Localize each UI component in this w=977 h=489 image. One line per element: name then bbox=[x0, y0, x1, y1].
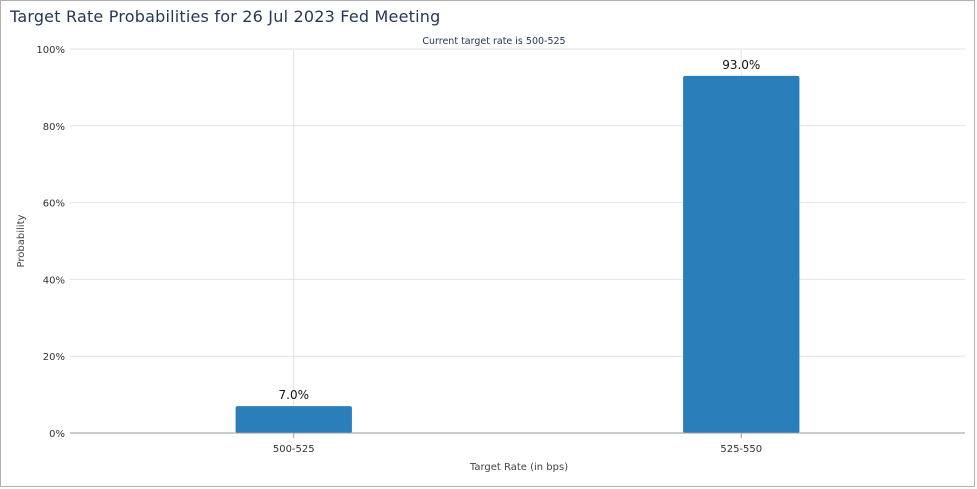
x-axis-label: Target Rate (in bps) bbox=[469, 462, 568, 473]
grid-lines bbox=[70, 48, 965, 433]
y-tick-label: 20% bbox=[43, 352, 65, 363]
bars: 7.0% 93.0% bbox=[235, 58, 800, 433]
y-tick-label: 80% bbox=[43, 122, 65, 133]
y-tick-label: 0% bbox=[49, 429, 65, 440]
x-tick-label: 525-550 bbox=[720, 444, 762, 455]
bar-500-525 bbox=[235, 406, 352, 433]
chart-subtitle: Current target rate is 500-525 bbox=[422, 36, 565, 47]
chart-title: Target Rate Probabilities for 26 Jul 202… bbox=[10, 7, 441, 26]
y-tick-label: 40% bbox=[43, 275, 65, 286]
y-tick-label: 100% bbox=[36, 45, 65, 56]
x-tick-label: 500-525 bbox=[273, 444, 315, 455]
y-axis-label: Probability bbox=[16, 214, 27, 267]
bar-525-550 bbox=[683, 75, 800, 433]
data-label: 7.0% bbox=[279, 388, 310, 402]
data-label: 93.0% bbox=[722, 58, 760, 72]
y-tick-label: 60% bbox=[43, 199, 65, 210]
axes: 0% 20% 40% 60% 80% 100% 500-525 525-550 bbox=[36, 45, 965, 455]
